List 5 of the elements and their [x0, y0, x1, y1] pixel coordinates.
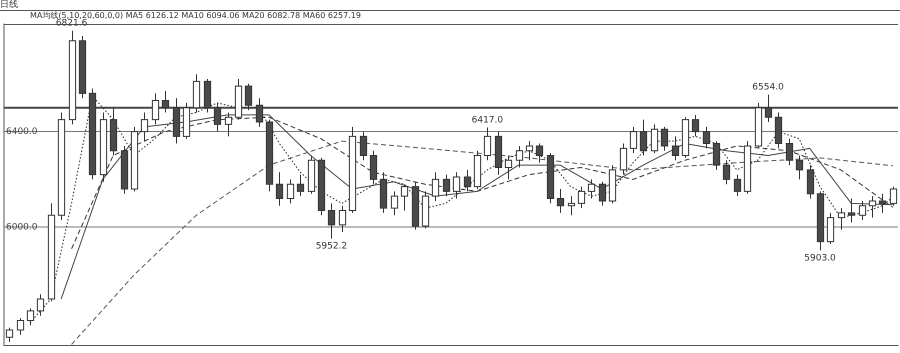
- annotation: 6554.0: [752, 82, 784, 93]
- annotation: 6417.0: [472, 115, 504, 126]
- annotation: 5903.0: [804, 253, 836, 264]
- text: MA均线(5,10,20,60,0,0) MA5 6126.12 MA10 6094.06 MA20 6082.78 MA60 6257.19: [30, 11, 361, 20]
- annotation: 5952.2: [316, 242, 348, 252]
